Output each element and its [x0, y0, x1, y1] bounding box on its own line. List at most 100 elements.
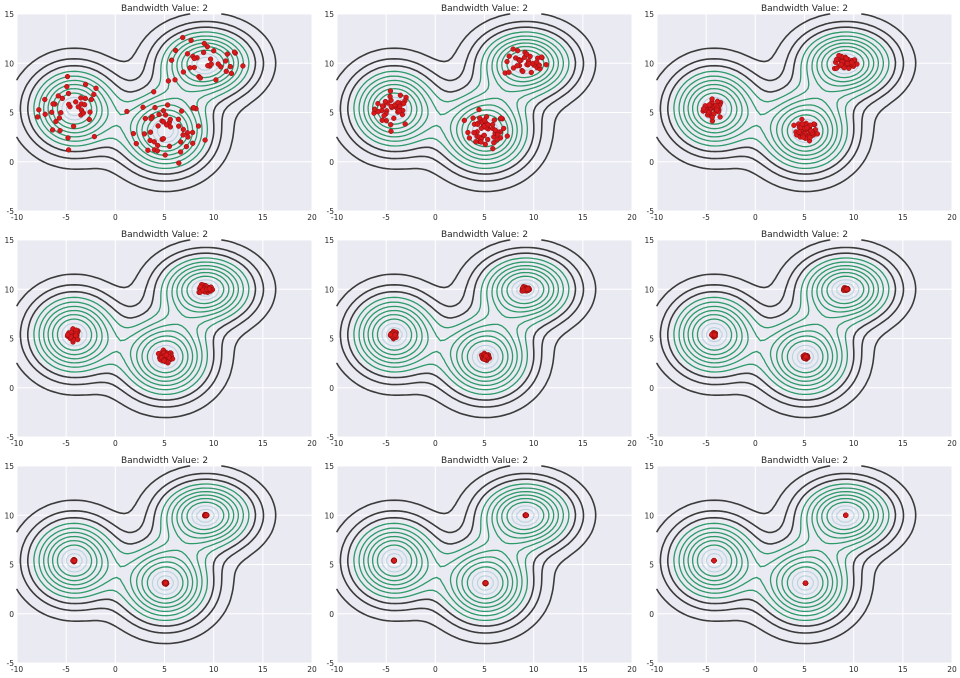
data-point [133, 140, 139, 147]
subplot-title: Bandwidth Value: 2 [761, 230, 848, 240]
y-tick-label: -5 [647, 659, 655, 668]
y-tick-label: -5 [647, 207, 655, 216]
y-tick-label: 0 [329, 610, 334, 619]
contour-line [363, 38, 560, 161]
data-point [379, 103, 386, 109]
contour-line [27, 26, 257, 175]
data-point [397, 92, 404, 98]
contour-line [16, 465, 277, 645]
data-point [391, 115, 397, 121]
data-point [838, 61, 844, 68]
contours [16, 465, 277, 645]
data-point [130, 130, 137, 137]
contour-line [56, 275, 225, 374]
data-point [802, 580, 809, 586]
contour-line [673, 257, 890, 396]
data-points [70, 511, 210, 587]
contour-line [371, 45, 550, 152]
contour-line [687, 494, 875, 608]
contours [16, 239, 277, 419]
data-point [190, 140, 196, 146]
data-point [152, 104, 158, 111]
contour-line [706, 282, 855, 365]
contour-line [696, 49, 865, 148]
contour-line [656, 239, 917, 419]
data-point [207, 56, 214, 62]
data-point [175, 116, 182, 122]
data-point [372, 106, 378, 112]
data-point [796, 129, 802, 135]
data-point [240, 63, 246, 69]
data-point [180, 69, 187, 75]
contour-line [47, 268, 235, 382]
x-tick-label: 10 [209, 439, 219, 448]
contour-line [656, 465, 917, 645]
data-point [524, 51, 530, 57]
x-tick-label: -10 [11, 439, 23, 448]
contour-line [16, 13, 277, 193]
x-tick-label: -5 [62, 213, 70, 222]
data-points [700, 52, 860, 144]
contour-line [701, 505, 860, 595]
contour-line [678, 261, 885, 391]
data-point [800, 134, 806, 140]
data-point [176, 160, 182, 166]
data-point [400, 100, 407, 107]
x-tick-label: 5 [802, 439, 807, 448]
x-tick-label: 15 [898, 665, 908, 674]
contour-line [673, 31, 890, 170]
contour-line [659, 472, 905, 634]
data-point [388, 128, 394, 134]
contour-line [691, 271, 870, 378]
data-point [834, 56, 840, 63]
x-tick-label: 10 [529, 439, 539, 448]
x-tick-label: 0 [113, 665, 118, 674]
y-tick-label: 10 [4, 285, 14, 294]
data-point [163, 122, 170, 128]
data-point [140, 104, 146, 110]
data-point [160, 136, 167, 142]
data-point [381, 113, 387, 119]
data-point [224, 51, 231, 57]
x-tick-label: 10 [849, 439, 859, 448]
y-tick-label: 5 [649, 561, 654, 570]
data-point [147, 129, 154, 135]
data-point [709, 96, 715, 102]
data-point [506, 69, 512, 75]
data-point [714, 107, 720, 113]
data-point [187, 65, 193, 71]
data-point [183, 143, 190, 150]
data-point [836, 52, 842, 59]
x-tick-label: -10 [331, 665, 343, 674]
data-point [844, 60, 851, 67]
x-tick-label: 5 [802, 665, 807, 674]
y-tick-label: 0 [649, 610, 654, 619]
contour-line [347, 252, 577, 401]
data-point [162, 580, 169, 586]
data-point [814, 131, 821, 137]
contour-line [683, 38, 880, 161]
x-tick-label: -10 [331, 439, 343, 448]
data-point [195, 123, 202, 129]
contour-line [386, 508, 535, 591]
contour-line [701, 279, 860, 369]
y-tick-label: 15 [4, 236, 14, 245]
contour-line [683, 264, 880, 387]
y-tick-label: 15 [4, 462, 14, 471]
data-point [82, 81, 89, 88]
x-tick-label: 0 [753, 665, 758, 674]
contour-line [673, 483, 890, 622]
data-point [223, 68, 229, 74]
y-tick-label: 15 [4, 10, 14, 19]
y-tick-label: 15 [324, 10, 334, 19]
y-tick-label: 0 [9, 384, 14, 393]
data-point [180, 126, 186, 133]
contour-line [691, 45, 870, 152]
data-point [482, 141, 488, 147]
data-point [155, 123, 161, 129]
data-point [520, 68, 526, 75]
data-point [166, 143, 173, 149]
data-point [504, 133, 510, 139]
data-point [711, 557, 717, 564]
data-point [64, 83, 70, 90]
